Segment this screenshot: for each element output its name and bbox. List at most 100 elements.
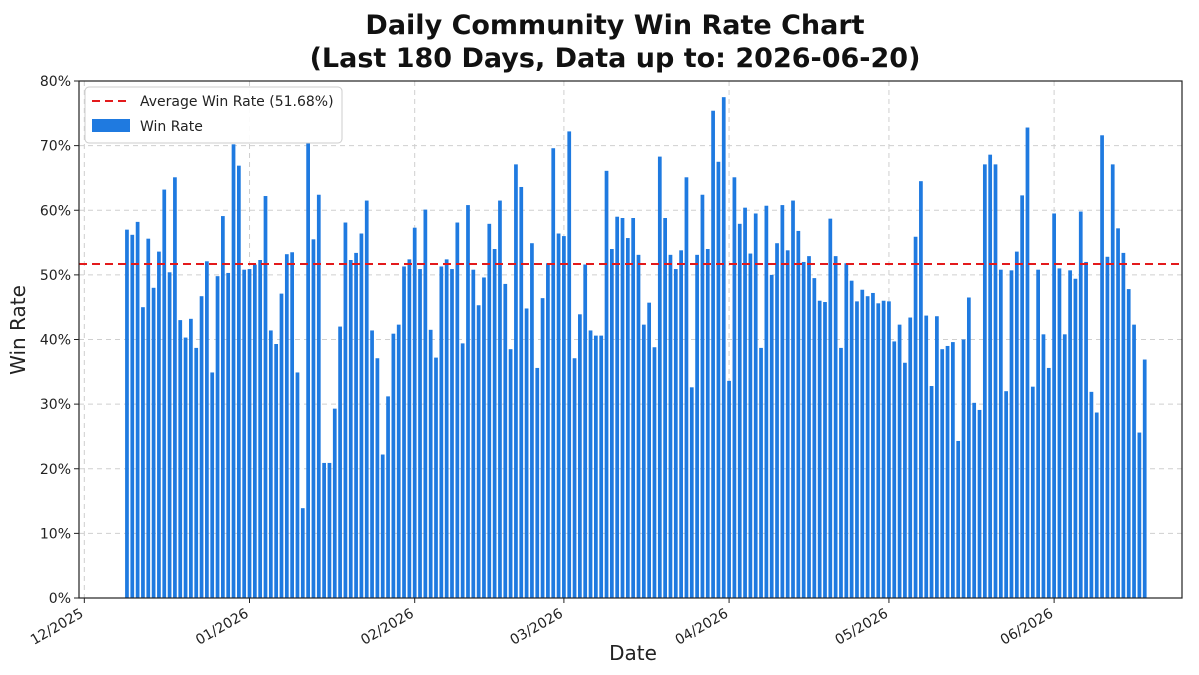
bar: [146, 238, 151, 598]
bar: [620, 218, 625, 598]
bar: [1078, 211, 1083, 599]
bar: [1089, 391, 1094, 598]
bar: [226, 272, 231, 598]
bar: [482, 277, 486, 598]
bar: [1132, 324, 1136, 598]
bar: [897, 324, 902, 598]
bar: [764, 205, 769, 599]
bar: [444, 259, 449, 598]
bar: [210, 372, 215, 598]
bar: [812, 278, 817, 598]
bar: [748, 253, 753, 599]
bar: [919, 181, 923, 599]
bar: [274, 344, 279, 598]
grid-lines: [79, 81, 1182, 598]
y-tick-label: 30%: [40, 397, 71, 413]
chart-title-line1: Daily Community Win Rate Chart: [365, 10, 864, 41]
bar: [1014, 251, 1019, 599]
bar: [418, 269, 422, 598]
bar: [594, 335, 598, 598]
x-tick-label: 06/2026: [998, 606, 1056, 649]
bar: [476, 305, 481, 598]
bar: [998, 269, 1003, 598]
bar: [1052, 213, 1056, 599]
y-tick-label: 10%: [40, 526, 71, 542]
bar: [327, 462, 332, 598]
x-tick-label: 03/2026: [508, 606, 566, 649]
bar: [636, 254, 641, 598]
y-tick-label: 80%: [40, 74, 71, 90]
legend: Average Win Rate (51.68%) Win Rate: [84, 86, 343, 144]
bar: [221, 216, 225, 598]
bar: [753, 213, 758, 599]
bar: [1121, 252, 1126, 598]
bar: [514, 164, 518, 598]
bar: [935, 316, 939, 598]
x-axis-ticks: 12/2025 01/2026 02/2026 03/2026 04/2026 05/20…: [28, 598, 1056, 649]
y-tick-label: 0%: [49, 591, 71, 607]
bar: [498, 200, 502, 598]
bar: [966, 297, 971, 598]
bar: [205, 261, 209, 598]
bar: [956, 440, 961, 598]
bars-group: [125, 97, 1147, 599]
bar: [487, 223, 492, 598]
bar: [1030, 386, 1035, 598]
bar: [1105, 256, 1110, 598]
bar: [524, 308, 529, 598]
bar: [908, 317, 913, 598]
bar: [236, 165, 241, 598]
bar: [924, 315, 929, 598]
bar: [354, 252, 358, 598]
bar: [727, 380, 731, 598]
bar: [471, 269, 476, 598]
bar: [700, 194, 705, 599]
bar: [892, 341, 897, 598]
bar: [300, 508, 305, 598]
bar: [1073, 278, 1078, 598]
bar: [1116, 228, 1120, 598]
bar: [652, 347, 657, 598]
bar: [567, 131, 572, 598]
bar: [743, 207, 747, 599]
bar: [247, 269, 252, 598]
bar: [1110, 164, 1115, 598]
bar: [535, 367, 540, 598]
bar: [993, 164, 998, 598]
bar: [162, 189, 167, 598]
bar: [673, 269, 678, 598]
chart-title-line2: (Last 180 Days, Data up to: 2026-06-20): [310, 43, 921, 74]
x-tick-label: 02/2026: [358, 606, 416, 649]
bar: [604, 170, 609, 598]
bar: [434, 357, 438, 598]
bar: [492, 249, 497, 598]
legend-winrate-label: Win Rate: [140, 119, 203, 135]
y-tick-label: 60%: [40, 203, 71, 219]
bar: [951, 342, 955, 598]
bar: [252, 264, 257, 598]
bar: [833, 256, 838, 598]
bar: [631, 218, 636, 598]
bar: [359, 233, 364, 598]
bar: [929, 386, 934, 598]
bar: [625, 238, 630, 599]
bar: [721, 97, 726, 598]
bar: [194, 347, 199, 598]
bar: [338, 326, 342, 598]
bar: [1062, 334, 1067, 598]
bar: [508, 349, 513, 598]
y-tick-label: 20%: [40, 462, 71, 478]
bar: [258, 260, 263, 598]
x-axis-label: Date: [609, 641, 657, 665]
bar: [284, 254, 289, 598]
bar: [450, 269, 454, 598]
bar: [988, 154, 993, 599]
bar: [817, 300, 822, 598]
bar: [157, 251, 161, 599]
bar: [769, 274, 774, 599]
bar: [807, 256, 811, 598]
bar: [375, 358, 380, 598]
bar: [876, 303, 881, 598]
bar: [1057, 268, 1062, 598]
